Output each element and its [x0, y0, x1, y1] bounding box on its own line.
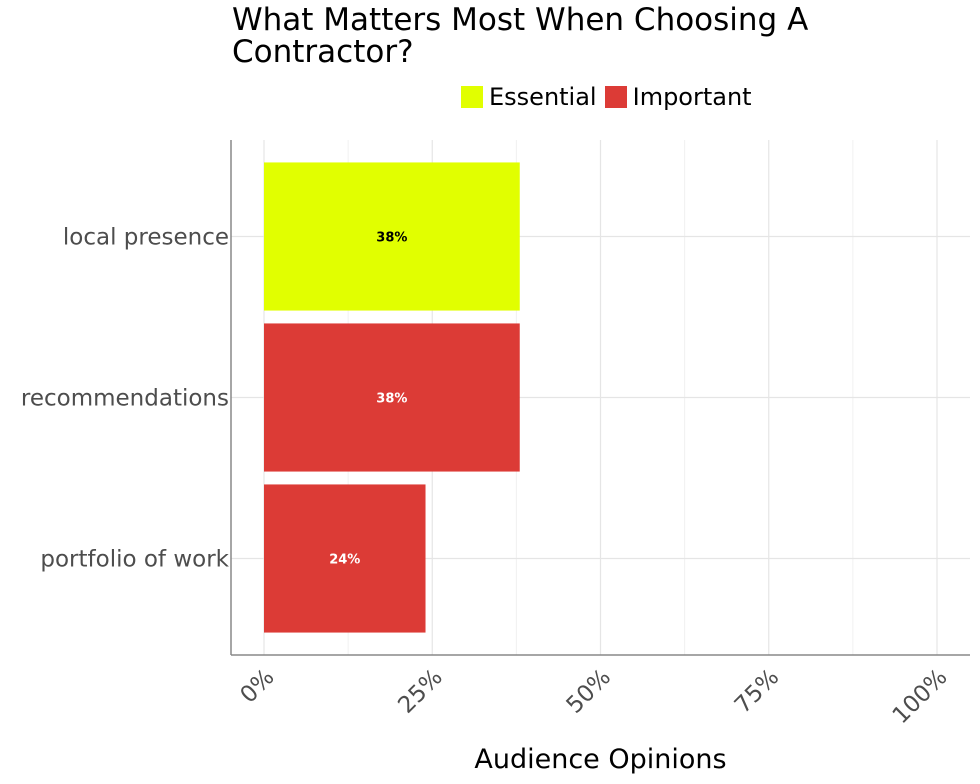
data-label-2: 24%: [329, 553, 360, 568]
y-tick-label-1: recommendations: [21, 386, 229, 412]
bar-1: [264, 323, 520, 472]
legend-item-essential: Essential: [461, 83, 597, 111]
data-label-1: 38%: [376, 392, 407, 407]
legend-swatch-essential: [461, 86, 483, 108]
data-label-0: 38%: [376, 231, 407, 246]
legend-label-essential: Essential: [489, 83, 597, 111]
legend: Essential Important: [461, 83, 760, 111]
legend-label-important: Important: [632, 83, 752, 111]
legend-swatch-important: [604, 86, 627, 108]
x-tick-label-1: 25%: [393, 664, 448, 719]
x-tick-label-0: 0%: [235, 664, 279, 708]
chart-title: What Matters Most When Choosing A Contra…: [232, 2, 809, 70]
legend-item-important: Important: [604, 83, 752, 111]
y-tick-label-0: local presence: [63, 225, 229, 251]
y-tick-label-2: portfolio of work: [40, 547, 229, 573]
x-axis-title: Audience Opinions: [474, 744, 726, 775]
x-tick-label-3: 75%: [730, 664, 785, 719]
bar-0: [264, 162, 520, 311]
x-tick-label-4: 100%: [888, 664, 953, 729]
bar-2: [264, 484, 426, 633]
x-tick-label-2: 50%: [562, 664, 617, 719]
